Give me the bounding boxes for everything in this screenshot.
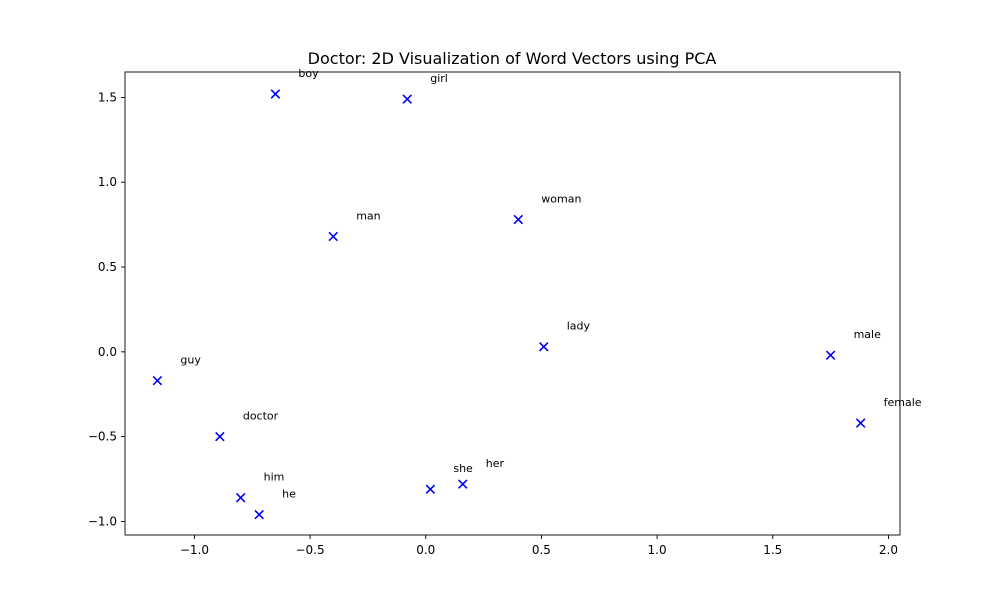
point-label: female <box>884 396 922 409</box>
data-point: him <box>235 471 285 503</box>
point-label: guy <box>180 354 201 367</box>
point-label: boy <box>298 67 319 80</box>
plot-frame <box>124 71 901 536</box>
data-point: man <box>328 210 381 242</box>
x-marker <box>402 94 413 104</box>
y-tick-label: 1.0 <box>98 175 117 189</box>
point-label: girl <box>430 72 448 85</box>
data-point: guy <box>152 354 201 386</box>
x-marker <box>513 214 524 225</box>
point-label: male <box>854 328 882 341</box>
x-marker <box>152 375 163 386</box>
point-label: lady <box>567 320 591 333</box>
data-point: male <box>825 328 882 360</box>
data-point: girl <box>402 72 448 104</box>
chart-title: Doctor: 2D Visualization of Word Vectors… <box>308 49 717 68</box>
x-marker <box>425 484 436 494</box>
data-point: lady <box>538 320 591 352</box>
point-label: doctor <box>243 410 279 423</box>
data-point: female <box>855 396 922 428</box>
point-label: she <box>453 462 473 475</box>
data-point: doctor <box>215 410 279 442</box>
y-tick-label: 0.0 <box>98 345 117 359</box>
x-tick-label: 2.0 <box>879 543 898 557</box>
x-marker <box>457 479 468 489</box>
x-marker <box>855 418 866 428</box>
x-marker <box>235 492 246 503</box>
x-marker <box>328 231 338 242</box>
point-label: woman <box>541 193 581 206</box>
x-tick-label: 0.5 <box>532 543 551 557</box>
x-marker <box>538 341 549 352</box>
y-tick-label: −0.5 <box>88 430 117 444</box>
point-label: him <box>264 471 285 484</box>
data-point: he <box>254 488 296 520</box>
axes: −1.0 −0.5 0.0 0.5 1.0 1.5 2.0 −1.0 −0.5 0.0 0.5 1.0… <box>88 71 901 557</box>
y-tick-label: 1.5 <box>98 90 117 104</box>
x-tick-label: 1.0 <box>648 543 667 557</box>
point-label: her <box>486 457 505 470</box>
point-label: he <box>282 488 296 501</box>
data-point: her <box>457 457 505 489</box>
x-marker <box>270 89 281 99</box>
point-label: man <box>356 210 380 223</box>
x-tick-label: −0.5 <box>296 543 325 557</box>
y-tick-label: −1.0 <box>88 514 117 528</box>
data-point: boy <box>270 67 319 99</box>
plot-marks: boy girl woman man lady male guy female doctor sh… <box>152 67 922 520</box>
x-tick-label: 1.5 <box>763 543 782 557</box>
x-marker <box>215 431 225 442</box>
x-tick-label: 0.0 <box>416 543 435 557</box>
data-point: woman <box>513 193 581 225</box>
x-marker <box>254 509 264 520</box>
x-marker <box>825 350 836 360</box>
data-point: she <box>425 462 473 494</box>
y-tick-label: 0.5 <box>98 260 117 274</box>
x-tick-label: −1.0 <box>180 543 209 557</box>
